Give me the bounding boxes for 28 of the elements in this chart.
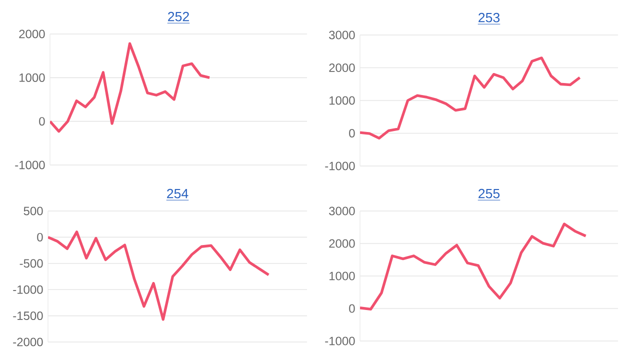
y-tick-label: 1000: [20, 73, 45, 82]
chart-title: 252: [168, 12, 189, 22]
y-tick-label: -1000: [325, 162, 355, 170]
y-tick-label: -2000: [13, 338, 43, 346]
chart-title: 254: [167, 188, 188, 198]
y-tick-label: -500: [20, 259, 43, 268]
chart-title: 253: [478, 12, 500, 22]
chart-title: 255: [478, 188, 500, 198]
y-tick-label: 1000: [330, 272, 355, 280]
y-tick-label: 1000: [330, 96, 355, 105]
line-series: [360, 222, 588, 310]
y-tick-label: -1000: [325, 336, 355, 346]
y-tick-label: 2000: [329, 239, 355, 248]
line-series: [360, 56, 582, 140]
y-tick-label: -1000: [13, 285, 43, 294]
y-tick-label: 2000: [329, 63, 355, 72]
y-tick-label: 2000: [19, 30, 45, 38]
y-tick-label: 3000: [329, 206, 355, 216]
y-tick-label: -1000: [15, 160, 45, 170]
y-tick-label: -1500: [13, 312, 43, 320]
y-tick-label: 500: [24, 206, 43, 216]
line-series: [48, 230, 270, 321]
y-tick-label: 0: [349, 304, 355, 313]
y-tick-label: 0: [349, 128, 355, 138]
line-series: [50, 42, 211, 133]
y-tick-label: 3000: [329, 30, 355, 40]
y-tick-label: 0: [37, 232, 43, 242]
y-tick-label: 0: [39, 117, 45, 126]
